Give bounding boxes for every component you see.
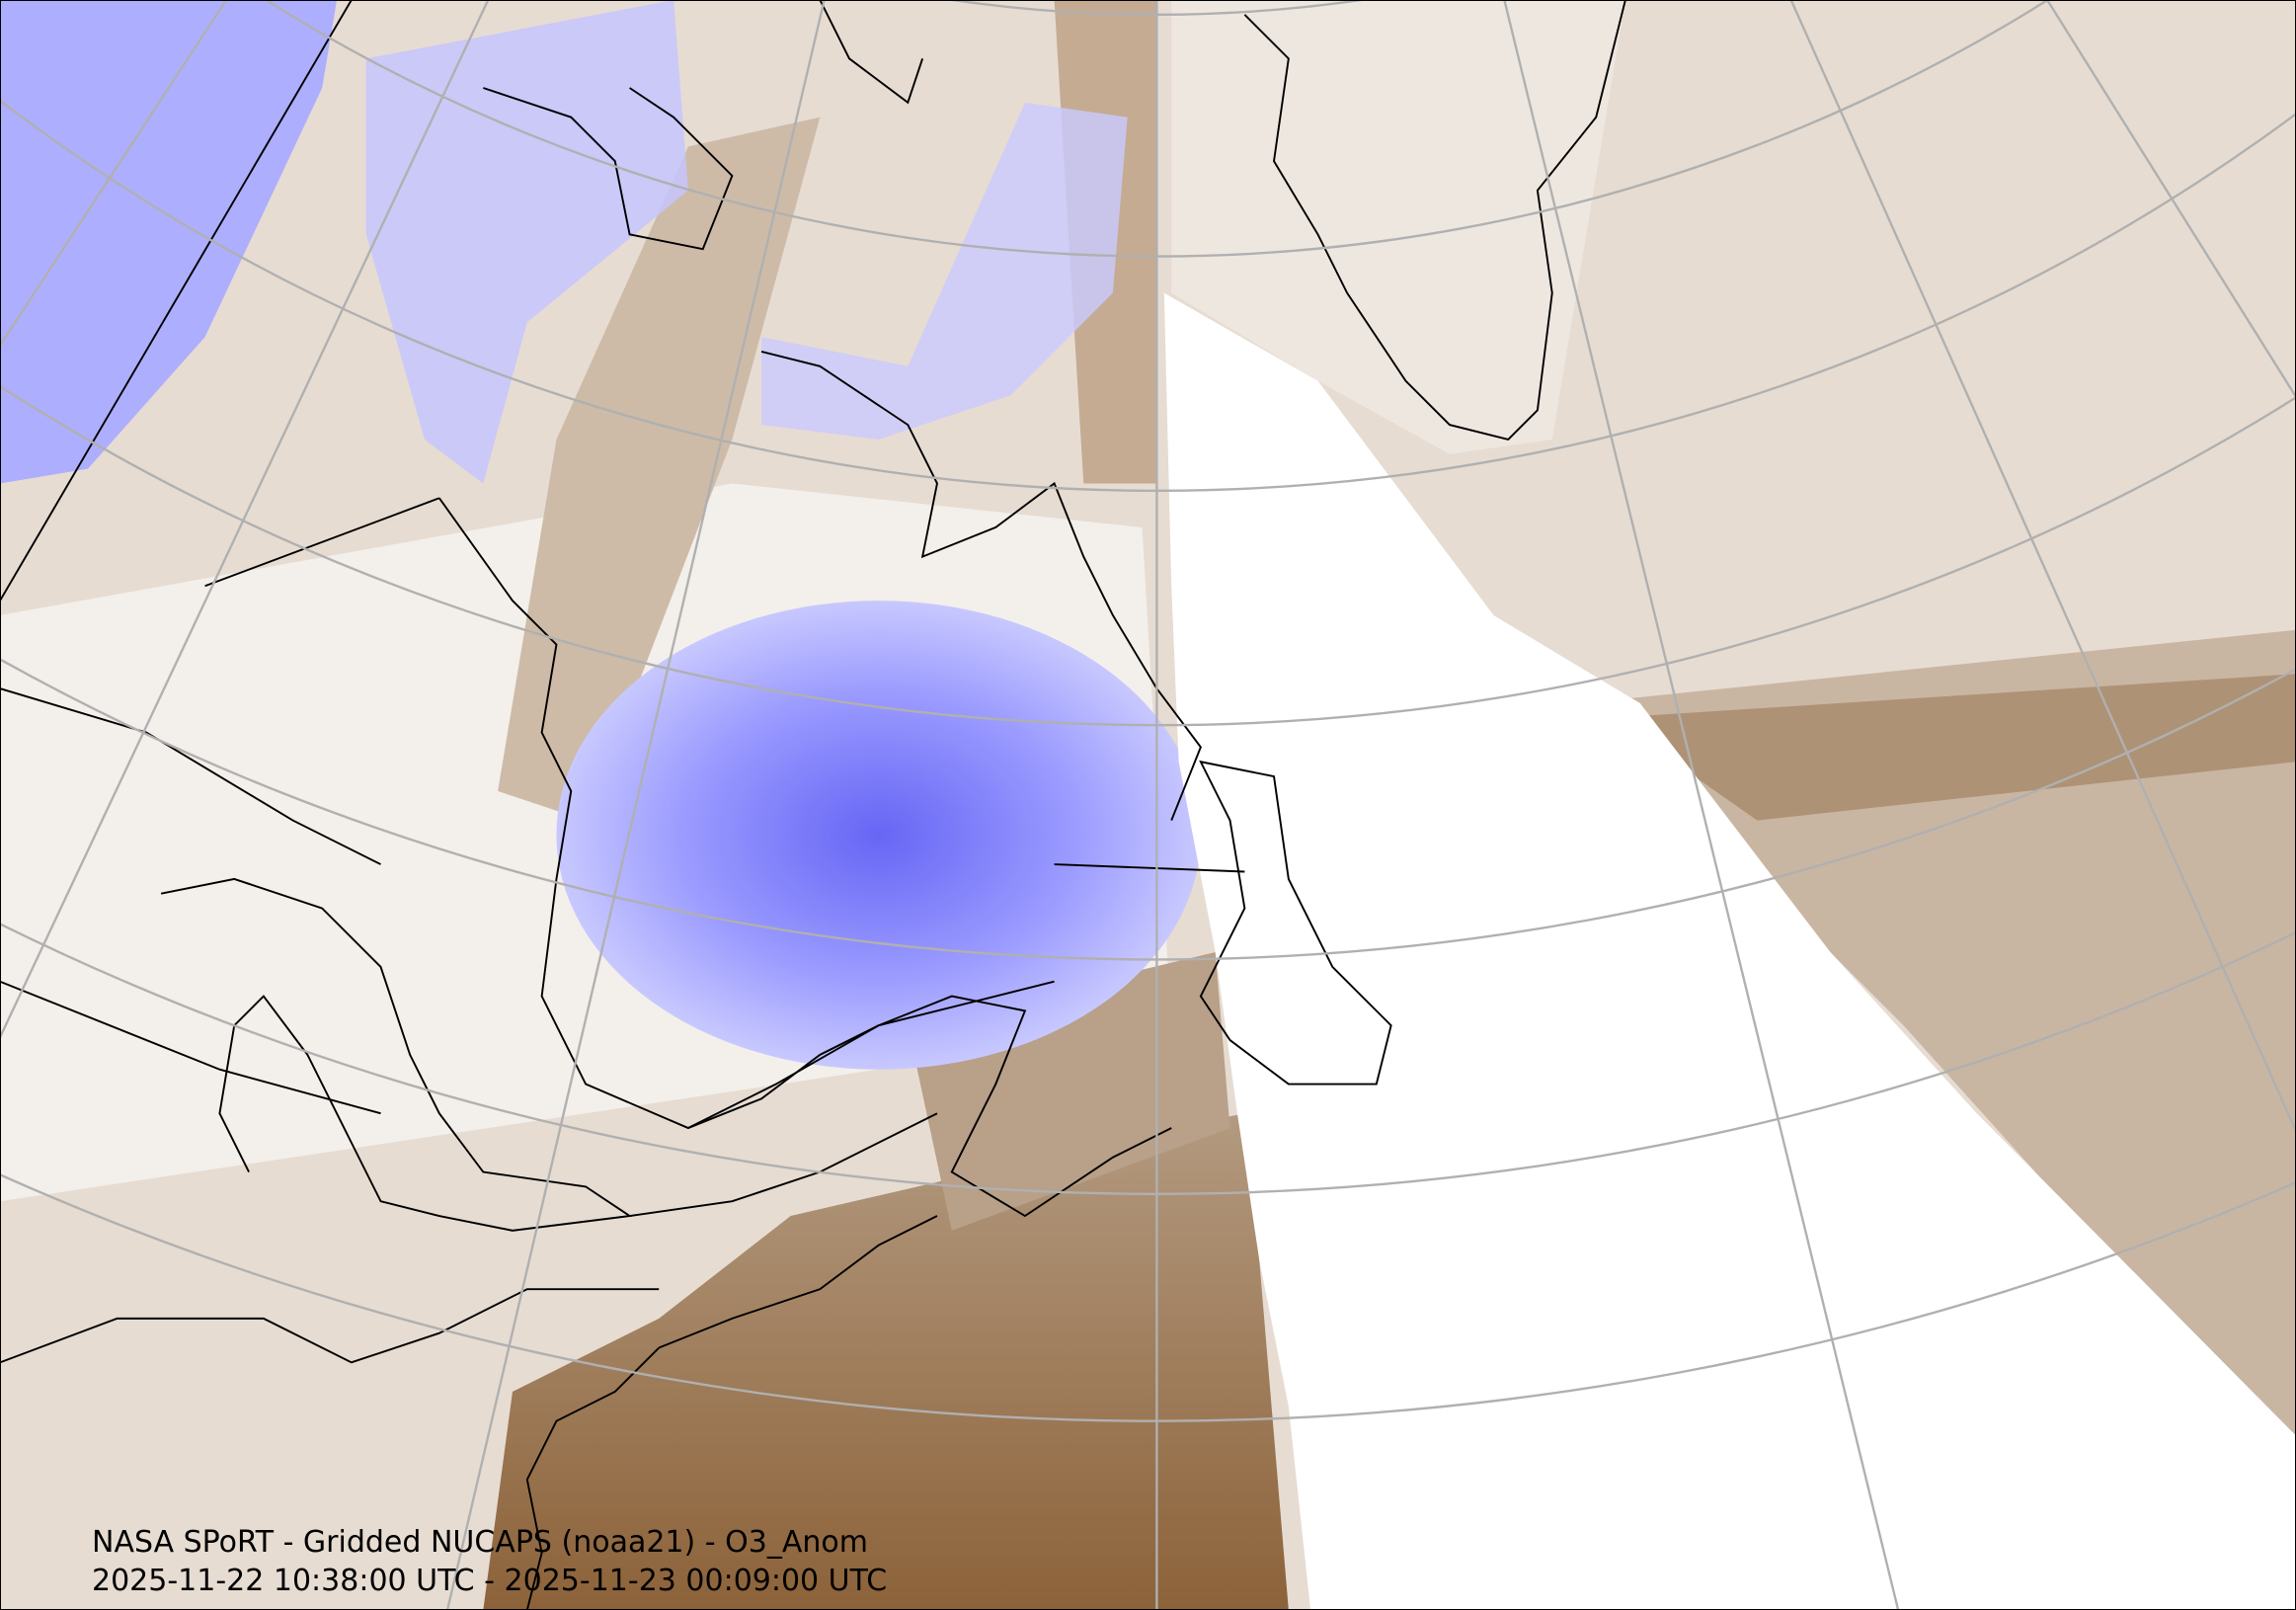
longitude-line [0,0,490,1040]
anomaly-positive-atlantic-streak [1611,674,2296,821]
anomaly-positive-atlantic-swath [1581,629,2296,1436]
longitude-line [1789,0,2296,1135]
longitude-line [445,0,826,1610]
anomaly-negative-baffin [365,0,688,484]
coastline-us-east [525,1215,938,1610]
no-data-swath-gap [1163,292,2296,1610]
anomaly-negative-hudson-strait [761,102,1128,440]
coastline-newfoundland [1199,760,1392,1086]
coastline-st-lawrence [687,995,1172,1218]
coastline-labrador [760,351,1202,821]
coastline-great-lakes [160,877,633,1232]
longitude-line [1503,0,1900,1610]
anomaly-negative-northwest [0,0,338,484]
longitude-line [0,0,228,348]
map-title: NASA SPoRT - Gridded NUCAPS (noaa21) - O… [92,1525,868,1560]
anomaly-negative-quebec [556,601,1201,1070]
border-canada-us [0,687,1245,1217]
coastline-baffin [483,0,924,251]
coastlines [0,0,1626,1610]
coastline-greenland [1243,0,1626,442]
longitude-line [2045,0,2296,400]
anomaly-greenland [1171,0,1625,454]
map-time-range: 2025-11-22 10:38:00 UTC - 2025-11-23 00:… [92,1564,888,1598]
anomaly-positive-strong-east-coast [483,1113,1289,1610]
border-provinces [0,0,660,1364]
